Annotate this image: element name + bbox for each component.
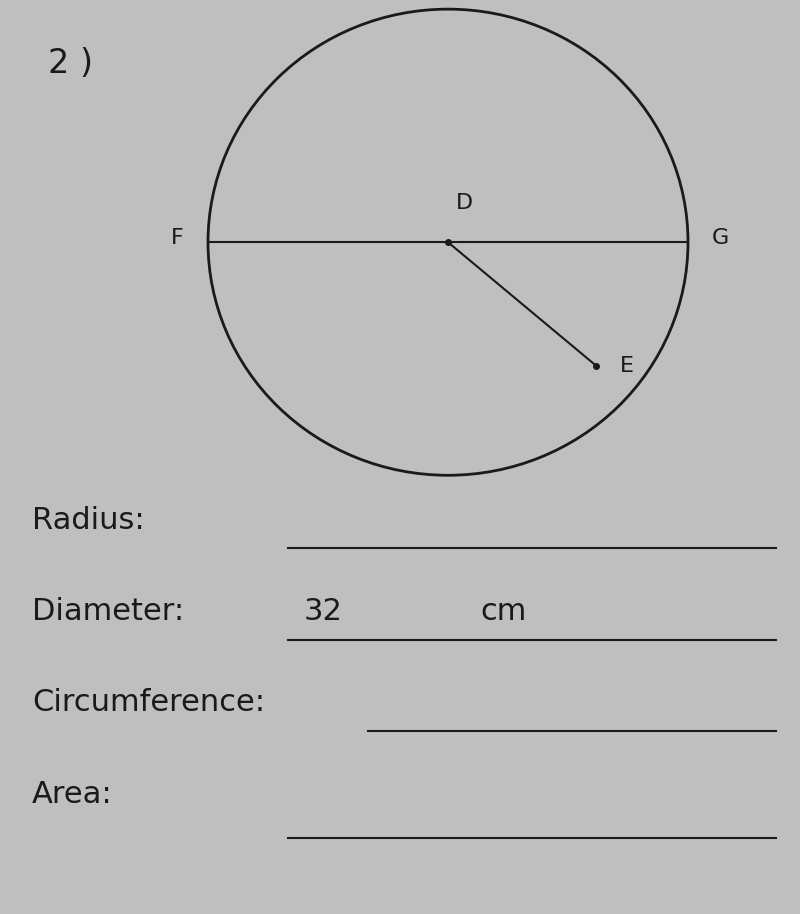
Text: Area:: Area: bbox=[32, 780, 113, 809]
Text: Radius:: Radius: bbox=[32, 505, 145, 535]
Text: Circumference:: Circumference: bbox=[32, 688, 265, 717]
Text: 2 ): 2 ) bbox=[48, 48, 93, 80]
Text: cm: cm bbox=[480, 597, 526, 626]
Text: D: D bbox=[455, 193, 473, 213]
Text: Diameter:: Diameter: bbox=[32, 597, 184, 626]
Text: E: E bbox=[620, 356, 634, 376]
Text: F: F bbox=[171, 228, 184, 248]
Text: 32: 32 bbox=[304, 597, 343, 626]
Text: G: G bbox=[712, 228, 730, 248]
